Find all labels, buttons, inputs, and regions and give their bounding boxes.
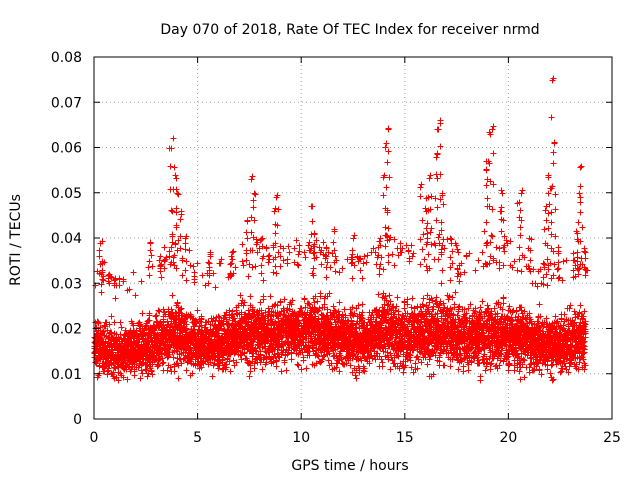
- data-point: [191, 276, 198, 283]
- data-point: [168, 244, 175, 251]
- data-point: [160, 359, 167, 366]
- data-point: [160, 316, 167, 323]
- data-point: [171, 252, 178, 259]
- data-point: [190, 263, 197, 270]
- data-point: [108, 274, 115, 281]
- data-point: [163, 254, 170, 261]
- data-point: [155, 307, 162, 314]
- data-point: [146, 310, 153, 317]
- data-point: [159, 355, 166, 362]
- data-point: [139, 310, 146, 317]
- data-point: [148, 367, 155, 374]
- scatter-points: [91, 75, 591, 384]
- data-point: [138, 278, 145, 285]
- data-point: [152, 313, 159, 320]
- data-point: [193, 319, 200, 326]
- data-point: [161, 265, 168, 272]
- data-point: [187, 262, 194, 269]
- data-point: [132, 292, 139, 299]
- data-point: [186, 247, 193, 254]
- data-point: [177, 306, 184, 313]
- data-point: [98, 281, 105, 288]
- data-point: [178, 360, 185, 367]
- data-point: [164, 354, 171, 361]
- data-point: [108, 313, 115, 320]
- data-point: [161, 244, 168, 251]
- data-point: [183, 367, 190, 374]
- data-point: [191, 269, 198, 276]
- data-point: [144, 373, 151, 380]
- data-point: [153, 312, 160, 319]
- data-point: [124, 376, 131, 383]
- data-point: [115, 377, 122, 384]
- data-point: [189, 370, 196, 377]
- data-point: [117, 319, 124, 326]
- data-point: [183, 325, 190, 332]
- data-point: [120, 278, 127, 285]
- data-point: [118, 324, 125, 331]
- data-point: [182, 318, 189, 325]
- grid-lines: [94, 57, 612, 419]
- data-point: [107, 273, 114, 280]
- data-point: [106, 321, 113, 328]
- data-point: [167, 364, 174, 371]
- data-point: [168, 306, 175, 313]
- data-point: [139, 370, 146, 377]
- data-point: [130, 269, 137, 276]
- data-point: [108, 329, 115, 336]
- data-point: [97, 324, 104, 331]
- data-point: [95, 319, 102, 326]
- data-point: [149, 371, 156, 378]
- data-point: [175, 375, 182, 382]
- data-point: [142, 366, 149, 373]
- data-point: [149, 263, 156, 270]
- data-point: [126, 286, 133, 293]
- data-point: [98, 289, 105, 296]
- data-point: [100, 328, 107, 335]
- data-point: [111, 319, 118, 326]
- data-point: [156, 308, 163, 315]
- data-point: [178, 305, 185, 312]
- data-point: [105, 367, 112, 374]
- data-point: [164, 367, 171, 374]
- data-point: [170, 354, 177, 361]
- data-point: [120, 374, 127, 381]
- data-point: [137, 321, 144, 328]
- data-point: [112, 295, 119, 302]
- data-point: [174, 299, 181, 306]
- data-point: [143, 322, 150, 329]
- data-point: [130, 322, 137, 329]
- data-point: [187, 345, 194, 352]
- data-point: [169, 292, 176, 299]
- data-point: [154, 361, 161, 368]
- data-point: [137, 375, 144, 382]
- data-point: [131, 372, 138, 379]
